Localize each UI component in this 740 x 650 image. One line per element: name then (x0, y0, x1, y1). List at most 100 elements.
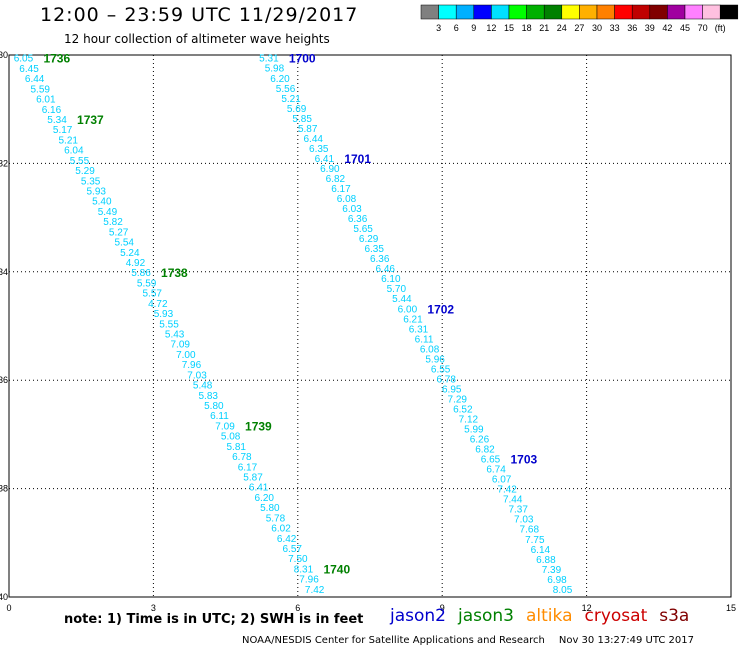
satellite-legend-jason2: jason2 (390, 606, 446, 626)
swh-point-label: 6.88 (536, 555, 556, 566)
scale-swatch (561, 4, 580, 20)
swh-point-label: 7.39 (542, 565, 562, 576)
swh-point-label: 6.78 (436, 374, 456, 385)
swh-point-label: 5.31 (259, 54, 279, 65)
scale-label: 36 (627, 23, 637, 33)
swh-point-label: 7.37 (508, 505, 528, 516)
swh-point-label: 5.93 (154, 309, 174, 320)
scale-swatch (508, 4, 527, 20)
swh-point-label: 6.21 (403, 314, 423, 325)
swh-point-label: 7.09 (171, 340, 191, 351)
swh-point-label: 7.29 (448, 394, 468, 405)
scale-swatch (614, 4, 633, 20)
swh-point-label: 7.09 (215, 421, 235, 432)
swh-point-label: 5.78 (266, 513, 286, 524)
plot-area: 03691215-30-32-34-36-38-406.056.456.445.… (0, 50, 736, 613)
swh-point-label: 6.65 (481, 455, 501, 466)
swh-point-label: 5.24 (120, 248, 140, 259)
time-label: 1737 (77, 113, 104, 127)
swh-point-label: 6.55 (431, 364, 451, 375)
swh-point-label: 6.29 (359, 234, 379, 245)
swh-point-label: 7.03 (514, 515, 534, 526)
generated-timestamp: Nov 30 13:27:49 UTC 2017 (558, 635, 695, 646)
swh-point-label: 6.98 (547, 575, 567, 586)
swh-point-label: 5.49 (98, 207, 118, 218)
scale-swatch (543, 4, 563, 20)
swh-point-label: 6.11 (210, 411, 229, 422)
swh-point-label: 6.26 (470, 435, 490, 446)
swh-point-label: 6.82 (475, 445, 495, 456)
satellite-legend: jason2 jason3 altika cryosat s3a (390, 606, 701, 626)
swh-point-label: 6.42 (277, 534, 297, 545)
satellite-legend-jason3: jason3 (458, 606, 514, 626)
x-tick-label: 0 (6, 603, 11, 613)
swh-point-label: 6.57 (283, 544, 303, 555)
scale-label: 6 (454, 23, 459, 33)
swh-point-label: 7.44 (503, 495, 523, 506)
satellite-legend-altika: altika (526, 606, 573, 626)
scale-label: 27 (574, 23, 584, 33)
swh-point-label: 5.81 (227, 442, 247, 453)
swh-point-label: 6.74 (486, 465, 506, 476)
plot-frame (8, 54, 732, 598)
swh-point-label: 7.00 (176, 350, 196, 361)
swh-point-label: 5.65 (353, 224, 373, 235)
swh-point-label: 6.95 (442, 384, 462, 395)
swh-point-label: 6.02 (271, 524, 291, 535)
satellite-legend-cryosat: cryosat (584, 606, 648, 626)
swh-point-label: 7.42 (305, 585, 325, 596)
swh-point-label: 6.35 (364, 244, 384, 255)
swh-point-label: 5.80 (260, 503, 280, 514)
swh-point-label: 7.68 (520, 525, 540, 536)
swh-point-label: 6.44 (25, 74, 45, 85)
swh-point-label: 6.01 (36, 95, 56, 106)
swh-point-label: 7.03 (187, 370, 207, 381)
scale-label: 30 (592, 23, 602, 33)
footer-credit: NOAA/NESDIS Center for Satellite Applica… (242, 635, 694, 646)
swh-point-label: 7.96 (299, 575, 319, 586)
scale-swatch (473, 4, 492, 20)
swh-point-label: 5.99 (464, 425, 484, 436)
scale-swatch (684, 4, 703, 20)
x-tick-label: 3 (151, 603, 156, 613)
swh-point-label: 6.20 (255, 493, 275, 504)
swh-point-label: 6.08 (420, 344, 440, 355)
x-tick-label: 9 (440, 603, 445, 613)
scale-swatch (631, 4, 651, 20)
swh-point-label: 5.54 (115, 238, 135, 249)
units-note: note: 1) Time is in UTC; 2) SWH is in fe… (64, 612, 364, 627)
scale-label: 70 (698, 23, 708, 33)
swh-point-label: 6.35 (309, 144, 329, 155)
satellite-legend-s3a: s3a (659, 606, 690, 626)
scale-label: 15 (504, 23, 514, 33)
swh-point-label: 6.08 (337, 194, 357, 205)
time-label: 1738 (161, 266, 188, 280)
swh-point-label: 5.21 (59, 135, 79, 146)
swh-point-label: 5.55 (159, 319, 179, 330)
swh-point-label: 5.34 (47, 115, 67, 126)
scale-swatch (702, 4, 721, 20)
swh-point-label: 7.42 (497, 485, 517, 496)
swh-point-label: 5.27 (109, 227, 129, 238)
swh-point-label: 6.00 (398, 304, 418, 315)
swh-point-label: 6.52 (453, 404, 473, 415)
swh-point-label: 6.20 (270, 74, 290, 85)
swh-point-label: 6.10 (381, 274, 401, 285)
swh-point-label: 5.80 (204, 401, 224, 412)
swh-point-label: 7.12 (459, 414, 479, 425)
swh-point-label: 5.55 (70, 156, 90, 167)
scale-swatch (491, 4, 510, 20)
swh-point-label: 6.36 (348, 214, 368, 225)
swh-point-label: 4.72 (148, 299, 168, 310)
scale-label: 42 (662, 23, 672, 33)
scale-label: 39 (645, 23, 655, 33)
swh-point-label: 5.17 (53, 125, 73, 136)
time-label: 1739 (245, 419, 272, 433)
time-label: 1702 (427, 302, 454, 316)
swh-point-label: 8.05 (553, 585, 573, 596)
y-tick-label: -34 (0, 267, 8, 277)
scale-label: 33 (610, 23, 620, 33)
scale-label: 18 (522, 23, 532, 33)
swh-point-label: 5.56 (276, 84, 296, 95)
scale-label: 45 (680, 23, 690, 33)
